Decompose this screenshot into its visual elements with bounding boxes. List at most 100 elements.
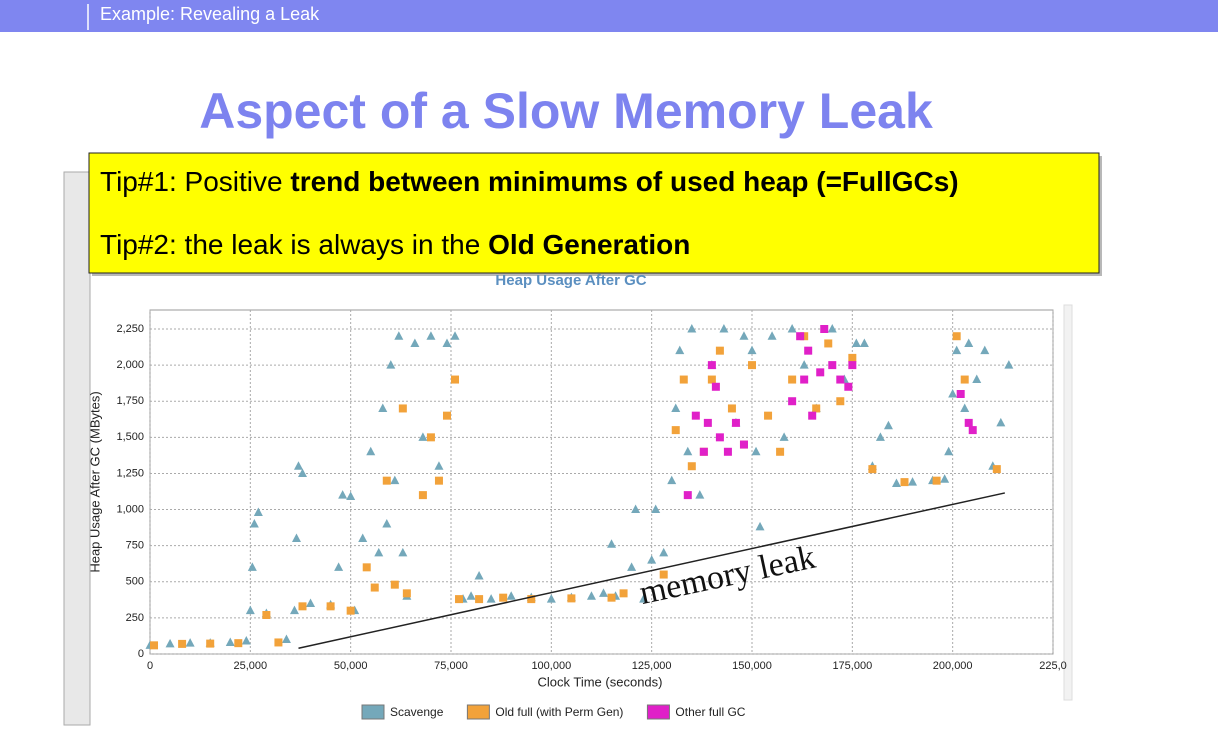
- point: [289, 605, 299, 615]
- point: [836, 375, 845, 384]
- point: [434, 461, 444, 470]
- point: [891, 478, 901, 488]
- tip-segment: trend between minimums of used heap (=Fu…: [290, 166, 958, 197]
- point: [366, 446, 376, 456]
- y-tick-label: 1,500: [116, 431, 144, 443]
- point: [442, 411, 451, 420]
- point: [948, 389, 958, 398]
- x-tick-label: 0: [147, 660, 153, 672]
- point: [727, 404, 736, 413]
- x-tick-label: 75,000: [434, 660, 468, 672]
- point: [390, 475, 400, 485]
- point: [434, 476, 443, 485]
- point: [527, 595, 536, 604]
- point: [812, 404, 821, 413]
- point: [964, 418, 973, 427]
- point: [334, 562, 344, 571]
- point: [486, 594, 496, 603]
- point: [932, 476, 941, 485]
- point: [386, 360, 396, 369]
- point: [952, 345, 962, 355]
- point: [165, 638, 175, 648]
- legend-swatch: [466, 704, 490, 720]
- point: [952, 332, 961, 341]
- point: [671, 403, 681, 412]
- point: [996, 417, 1006, 427]
- point: [599, 588, 609, 597]
- point: [546, 594, 556, 603]
- point: [719, 324, 729, 333]
- point: [799, 360, 809, 369]
- legend-swatch: [361, 704, 385, 720]
- point: [956, 390, 965, 398]
- tip-line: Tip#2: the leak is always in the Old Gen…: [100, 229, 690, 260]
- point: [767, 331, 777, 340]
- point: [908, 477, 918, 486]
- legend-label: Other full GC: [675, 705, 745, 719]
- point: [418, 432, 428, 441]
- y-tick-label: 2,250: [116, 323, 144, 335]
- point: [249, 519, 259, 528]
- point: [679, 375, 688, 384]
- x-tick-label: 200,000: [933, 660, 973, 672]
- point: [506, 591, 516, 600]
- point: [711, 382, 720, 391]
- point: [667, 475, 677, 485]
- point: [828, 361, 837, 370]
- point: [960, 375, 969, 384]
- point: [382, 519, 392, 528]
- point: [394, 331, 404, 340]
- point: [474, 571, 484, 580]
- point: [659, 570, 668, 579]
- point: [382, 476, 391, 485]
- y-tick-label: 2,000: [116, 359, 144, 371]
- point: [687, 324, 697, 333]
- point: [804, 346, 813, 355]
- point: [234, 639, 243, 648]
- point: [707, 361, 716, 370]
- point: [225, 637, 235, 646]
- point: [362, 563, 371, 572]
- y-tick-label: 250: [126, 612, 144, 624]
- point: [683, 446, 693, 456]
- tip-segment: Tip#2: the leak is always in the: [100, 229, 488, 260]
- point: [499, 593, 508, 602]
- chart-title: Heap Usage After GC: [495, 272, 646, 289]
- point: [455, 595, 464, 604]
- tip-segment: Tip#1: Positive: [100, 166, 290, 197]
- tips: Tip#1: Positive trend between minimums o…: [100, 166, 959, 260]
- point: [715, 346, 724, 355]
- point: [683, 491, 692, 500]
- header-title: Example: Revealing a Leak: [100, 4, 320, 24]
- legend-label: Old full (with Perm Gen): [495, 705, 623, 719]
- point: [707, 375, 716, 384]
- point: [868, 465, 877, 474]
- point: [751, 446, 761, 456]
- window-frame: [63, 171, 91, 726]
- slide-title: Aspect of a Slow Memory Leak: [199, 83, 933, 139]
- point: [607, 593, 616, 602]
- point: [755, 521, 765, 531]
- point: [253, 507, 263, 516]
- y-tick-label: 1,750: [116, 395, 144, 407]
- point: [859, 338, 869, 347]
- point: [241, 636, 251, 645]
- x-tick-label: 175,000: [832, 660, 872, 672]
- point: [992, 465, 1001, 474]
- scrollbar: [1063, 304, 1073, 701]
- point: [715, 433, 724, 442]
- point: [703, 418, 712, 427]
- point: [824, 339, 833, 348]
- point: [607, 539, 617, 548]
- tip-box: [88, 152, 1100, 274]
- point: [848, 361, 857, 370]
- point: [631, 504, 641, 514]
- x-tick-label: 100,000: [531, 660, 571, 672]
- x-tick-label: 150,000: [732, 660, 772, 672]
- point: [426, 331, 436, 340]
- point: [390, 580, 399, 589]
- point: [185, 638, 195, 647]
- point: [964, 338, 974, 347]
- x-tick-label: 25,000: [234, 660, 268, 672]
